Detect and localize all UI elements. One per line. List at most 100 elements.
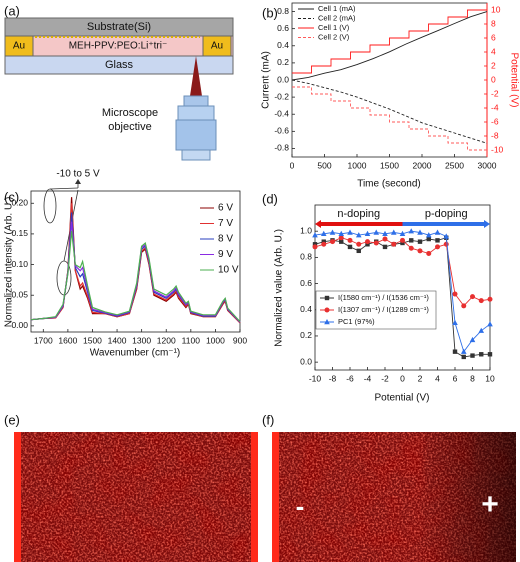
x-tick-label: 1300 xyxy=(132,335,151,345)
x-axis-title: Potential (V) xyxy=(374,393,429,404)
marker xyxy=(434,229,441,235)
x-tick-label: 3000 xyxy=(478,160,497,170)
marker xyxy=(452,291,458,297)
marker xyxy=(417,248,423,254)
y-tick-label: 0.20 xyxy=(11,198,28,208)
y-tick-label: 0.0 xyxy=(277,74,289,84)
marker xyxy=(312,242,318,247)
annotation: n-doping xyxy=(337,208,380,220)
series-line xyxy=(291,11,488,81)
marker xyxy=(400,237,405,243)
marker xyxy=(452,319,458,326)
y-tick-label: 0.2 xyxy=(277,57,289,67)
x-tick-label: 1100 xyxy=(182,335,201,345)
glass-layer xyxy=(4,55,234,75)
legend-label: Cell 2 (mA) xyxy=(318,13,356,22)
electrode-edge xyxy=(251,432,258,562)
legend-label: 6 V xyxy=(218,203,233,214)
chart: 1700 1600 1500 1400 1300 1200 1100 1000 900 0.00 0… xyxy=(4,169,248,359)
series-line xyxy=(30,212,241,323)
electrode-edge xyxy=(272,432,279,562)
marker xyxy=(347,229,353,235)
marker xyxy=(321,241,327,247)
marker xyxy=(382,244,388,250)
polarity-label: + xyxy=(481,488,499,521)
x-axis-title: Time (second) xyxy=(357,179,421,190)
legend-label: I(1580 cm⁻¹) / I(1536 cm⁻¹) xyxy=(338,293,429,302)
marker xyxy=(409,238,414,243)
marker xyxy=(312,244,318,250)
x-tick-label: 1500 xyxy=(380,160,399,170)
y-tick-label: 0.6 xyxy=(300,278,312,288)
y-tick-label: -0.6 xyxy=(274,126,289,136)
x-tick-label: 1600 xyxy=(58,335,77,345)
y2-tick-label: 8 xyxy=(491,18,496,28)
marker xyxy=(373,229,380,235)
plot-frame xyxy=(314,204,491,371)
marker xyxy=(391,241,397,247)
callout-arrow xyxy=(75,179,81,184)
marker xyxy=(399,230,406,237)
marker xyxy=(461,354,466,360)
glass-label: Glass xyxy=(105,59,134,71)
marker xyxy=(320,230,327,237)
panel-label: (f) xyxy=(262,412,274,427)
electrode-edge xyxy=(14,432,21,562)
legend-label: 7 V xyxy=(218,218,233,229)
legend-label: Cell 1 (mA) xyxy=(318,4,356,13)
marker xyxy=(338,235,344,241)
marker xyxy=(338,230,345,237)
y-tick-label: -0.4 xyxy=(274,108,289,118)
micrograph-e xyxy=(14,432,258,562)
active-layer-label: MEH-PPV:PEO:Li⁺tri⁻ xyxy=(69,41,168,52)
x-tick-label: 1700 xyxy=(34,335,53,345)
marker xyxy=(408,245,414,251)
annotation: p-doping xyxy=(425,208,468,220)
x-tick-label: 4 xyxy=(435,373,440,383)
objective xyxy=(175,119,217,151)
y-axis-title: Normalized intensity (Arb. U.) xyxy=(4,197,15,328)
legend-frame xyxy=(315,290,437,330)
y-tick-label: 0.8 xyxy=(277,6,289,16)
electrode-label: Au xyxy=(13,41,25,52)
marker xyxy=(487,296,493,302)
x-tick-label: -8 xyxy=(329,373,337,383)
y-tick-label: 0.05 xyxy=(11,289,28,299)
y2-tick-label: 4 xyxy=(491,46,496,56)
x-tick-label: 0 xyxy=(400,373,405,383)
marker xyxy=(347,244,353,250)
legend-label: 10 V xyxy=(218,265,239,276)
y2-tick-label: -6 xyxy=(491,116,499,126)
x-axis-title: Wavenumber (cm⁻¹) xyxy=(90,348,180,359)
marker xyxy=(400,240,405,246)
marker xyxy=(470,353,475,358)
polarity-label: - xyxy=(296,491,305,521)
marker xyxy=(435,238,440,243)
callout xyxy=(43,188,57,224)
x-tick-label: 1000 xyxy=(348,160,367,170)
legend-label: I(1307 cm⁻¹) / I(1289 cm⁻¹) xyxy=(338,305,429,314)
laser-cone xyxy=(190,56,202,96)
marker xyxy=(347,237,353,243)
series-line xyxy=(30,221,241,323)
panel-label: (d) xyxy=(262,191,278,206)
x-tick-label: 1000 xyxy=(206,335,225,345)
marker xyxy=(487,352,493,357)
objective-label: Microscope xyxy=(102,107,158,119)
y-tick-label: 0.0 xyxy=(300,356,312,366)
y-tick-label: 0.10 xyxy=(11,259,28,269)
x-tick-label: 900 xyxy=(233,335,247,345)
y2-tick-label: -2 xyxy=(491,88,499,98)
micrograph-f: - + xyxy=(272,432,516,562)
chart: 0 500 1000 1500 2000 2500 3000 -0.8 -0.6 -0.4 -0.2… xyxy=(261,2,519,190)
marker xyxy=(443,241,449,247)
y-tick-label: 0.8 xyxy=(300,252,312,262)
marker xyxy=(461,303,467,309)
y-tick-label: 0.15 xyxy=(11,228,28,238)
device-schematic: Substrate(Si) Au MEH-PPV:PEO:Li⁺tri⁻ Au … xyxy=(4,17,234,161)
marker xyxy=(417,229,423,235)
marker xyxy=(312,232,318,238)
x-tick-label: -4 xyxy=(364,373,372,383)
marker xyxy=(373,240,379,246)
